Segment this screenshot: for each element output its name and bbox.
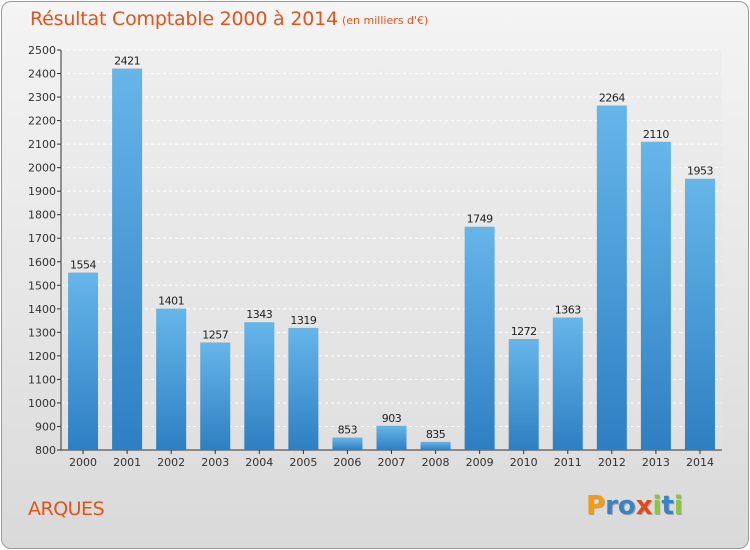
y-tick-label: 1100 (28, 373, 56, 386)
y-tick-label: 2100 (28, 138, 56, 151)
logo-letter: P (586, 491, 606, 521)
x-tick-label: 2009 (466, 456, 494, 469)
x-tick-label: 2004 (245, 456, 273, 469)
y-tick-label: 800 (35, 444, 56, 457)
bar-2009 (464, 226, 495, 450)
y-tick-label: 2200 (28, 115, 56, 128)
logo-letter: r (605, 491, 618, 521)
y-tick-label: 1700 (28, 232, 56, 245)
bar-2003 (200, 342, 231, 450)
y-tick-label: 1400 (28, 303, 56, 316)
data-label: 2110 (643, 128, 669, 141)
chart-title: Résultat Comptable 2000 à 2014 (30, 8, 338, 30)
bar-2005 (288, 327, 319, 450)
bar-2010 (508, 338, 539, 450)
x-tick-label: 2000 (69, 456, 97, 469)
x-tick-label: 2006 (333, 456, 361, 469)
logo-letter: x (635, 491, 653, 521)
bar-2013 (640, 141, 671, 450)
bar-2002 (156, 308, 187, 450)
bar-2006 (332, 437, 363, 450)
chart-subtitle: (en milliers d'€) (342, 14, 429, 27)
y-tick-label: 1300 (28, 326, 56, 339)
data-label: 2421 (114, 55, 140, 68)
y-tick-label: 1900 (28, 185, 56, 198)
bar-2011 (552, 317, 583, 450)
data-label: 1257 (202, 328, 228, 341)
y-tick-label: 1800 (28, 209, 56, 222)
data-label: 853 (338, 424, 358, 437)
logo-letter: i (673, 491, 683, 521)
bar-2012 (596, 105, 627, 450)
proxiti-logo[interactable]: Proxiti (586, 491, 683, 521)
y-tick-label: 900 (35, 420, 56, 433)
y-tick-label: 1600 (28, 256, 56, 269)
data-label: 1953 (687, 165, 713, 178)
x-tick-label: 2013 (642, 456, 670, 469)
x-tick-label: 2002 (157, 456, 185, 469)
x-tick-label: 2007 (378, 456, 406, 469)
x-tick-label: 2010 (510, 456, 538, 469)
y-tick-label: 2400 (28, 68, 56, 81)
logo-letter: o (617, 491, 636, 521)
x-tick-label: 2003 (201, 456, 229, 469)
data-label: 1749 (467, 213, 493, 226)
bar-2014 (684, 178, 715, 451)
bar-2007 (376, 425, 407, 450)
bar-2008 (420, 441, 451, 450)
town-name: ARQUES (28, 498, 105, 520)
data-label: 1363 (555, 304, 581, 317)
data-label: 1319 (290, 314, 316, 327)
data-label: 1554 (70, 259, 96, 272)
x-tick-label: 2011 (554, 456, 582, 469)
logo-letter: i (652, 491, 662, 521)
data-label: 903 (382, 412, 402, 425)
x-tick-label: 2005 (289, 456, 317, 469)
y-tick-label: 2500 (28, 44, 56, 57)
x-tick-label: 2008 (422, 456, 450, 469)
x-tick-label: 2014 (686, 456, 714, 469)
bar-2001 (112, 68, 143, 451)
y-tick-label: 1000 (28, 397, 56, 410)
data-label: 1343 (246, 308, 272, 321)
bar-2004 (244, 322, 275, 450)
y-tick-label: 1200 (28, 350, 56, 363)
bar-2000 (68, 272, 99, 450)
y-tick-label: 2300 (28, 91, 56, 104)
data-label: 2264 (599, 92, 625, 105)
x-tick-label: 2001 (113, 456, 141, 469)
logo-letter: t (661, 491, 674, 521)
data-label: 1401 (158, 295, 184, 308)
y-tick-label: 1500 (28, 279, 56, 292)
data-label: 835 (426, 428, 446, 441)
y-tick-label: 2000 (28, 162, 56, 175)
x-tick-label: 2012 (598, 456, 626, 469)
data-label: 1272 (511, 325, 537, 338)
